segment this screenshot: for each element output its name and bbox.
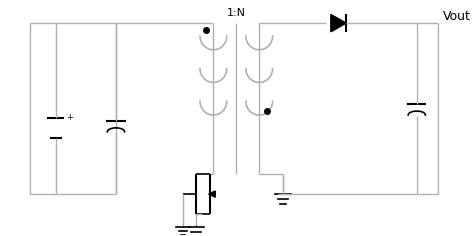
Text: Vout: Vout xyxy=(443,10,471,23)
Polygon shape xyxy=(209,191,215,197)
Text: +: + xyxy=(66,114,73,122)
Polygon shape xyxy=(331,14,346,32)
Text: 1:N: 1:N xyxy=(227,8,246,18)
